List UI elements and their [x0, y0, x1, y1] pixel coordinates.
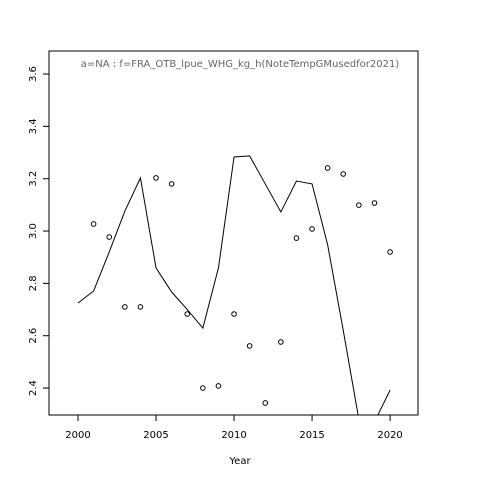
- y-tick-label: 3.4: [28, 118, 39, 134]
- point: [371, 200, 378, 206]
- point: [356, 202, 362, 208]
- point: [215, 383, 222, 389]
- point: [168, 181, 175, 187]
- y-tick-label: 2.8: [28, 275, 39, 291]
- point: [324, 165, 331, 171]
- point: [231, 311, 237, 317]
- y-tick-label: 3.0: [28, 223, 39, 239]
- point: [137, 304, 144, 310]
- y-tick-label: 2.6: [28, 328, 39, 344]
- x-tick-label: 2005: [143, 430, 168, 441]
- point: [278, 339, 284, 345]
- y-tick-label: 3.6: [28, 66, 39, 82]
- y-tick-label: 3.2: [28, 171, 39, 187]
- point: [309, 226, 315, 232]
- annotation: a=NA : f=FRA_OTB_lpue_WHG_kg_h(NoteTempG…: [81, 59, 400, 70]
- point: [106, 234, 113, 240]
- x-tick-label: 2010: [221, 430, 246, 441]
- point: [184, 311, 191, 317]
- point: [387, 249, 393, 255]
- x-tick-label: 2020: [377, 430, 402, 441]
- point: [200, 385, 206, 391]
- point: [246, 343, 253, 349]
- line: [77, 155, 391, 415]
- point: [122, 304, 128, 310]
- point: [262, 400, 269, 406]
- point: [293, 235, 300, 241]
- plot-frame: [48, 50, 419, 416]
- x-tick-label: 2015: [299, 430, 324, 441]
- x-tick-label: 2000: [65, 430, 90, 441]
- x-axis-label: Year: [228, 456, 251, 467]
- y-tick-label: 2.4: [28, 380, 39, 396]
- point: [153, 175, 159, 181]
- point: [340, 171, 347, 177]
- point: [90, 221, 97, 227]
